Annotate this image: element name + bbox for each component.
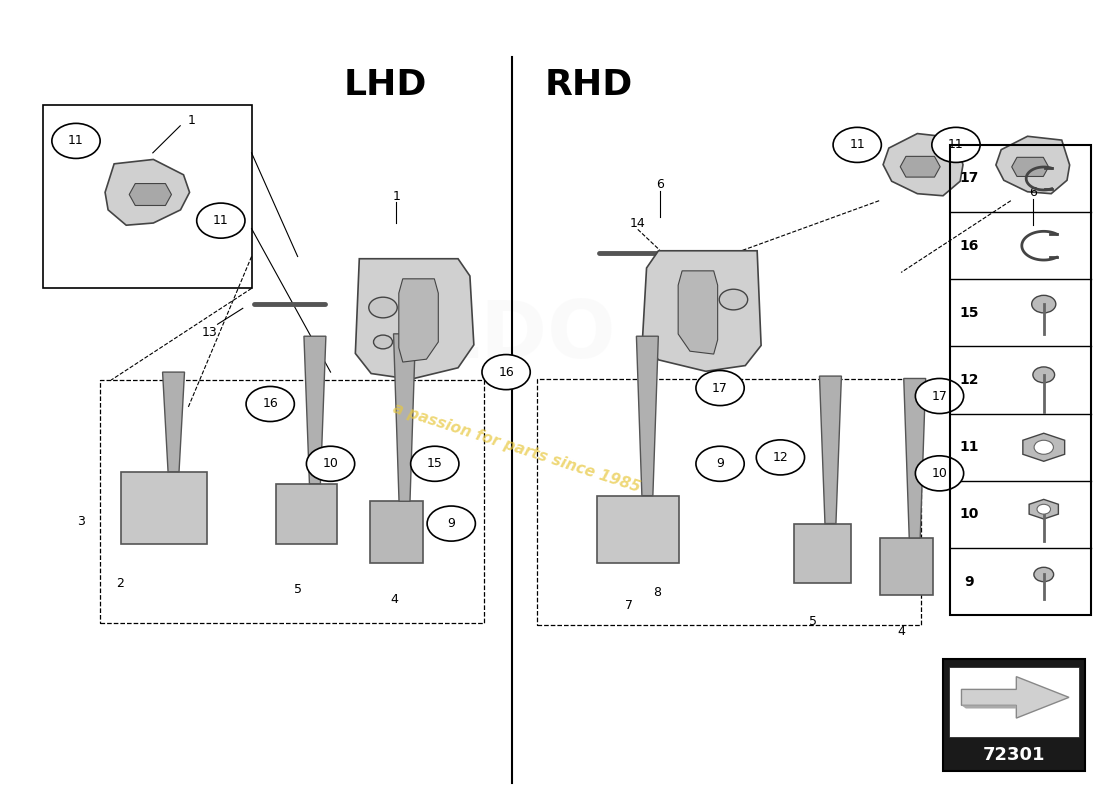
Text: a passion for parts since 1985: a passion for parts since 1985 — [392, 401, 642, 495]
Text: 11: 11 — [948, 138, 964, 151]
Text: 7: 7 — [625, 599, 632, 612]
Circle shape — [368, 297, 397, 318]
Text: 11: 11 — [959, 440, 979, 454]
Polygon shape — [637, 336, 659, 496]
Polygon shape — [996, 136, 1069, 194]
Bar — [880, 538, 933, 595]
Circle shape — [410, 446, 459, 482]
Text: 16: 16 — [959, 238, 979, 253]
Circle shape — [246, 386, 295, 422]
Polygon shape — [820, 376, 842, 523]
Text: 11: 11 — [213, 214, 229, 227]
Text: 15: 15 — [427, 458, 442, 470]
Bar — [100, 380, 484, 623]
Circle shape — [696, 370, 745, 406]
Polygon shape — [642, 250, 761, 371]
Text: 6: 6 — [656, 178, 663, 191]
Text: 15: 15 — [959, 306, 979, 320]
Circle shape — [915, 378, 964, 414]
Bar — [943, 659, 1086, 770]
Text: 1: 1 — [393, 190, 400, 203]
Bar — [43, 105, 252, 288]
Text: 14: 14 — [630, 217, 646, 230]
Polygon shape — [900, 156, 940, 177]
Text: 1: 1 — [187, 114, 195, 127]
Text: 8: 8 — [653, 586, 661, 599]
Text: 10: 10 — [322, 458, 339, 470]
Text: 72301: 72301 — [983, 746, 1045, 764]
Text: 5: 5 — [294, 583, 301, 596]
Circle shape — [1033, 367, 1055, 382]
Polygon shape — [679, 271, 717, 354]
Circle shape — [1034, 440, 1054, 454]
Bar — [121, 472, 207, 543]
Circle shape — [696, 446, 745, 482]
Circle shape — [1032, 295, 1056, 313]
Polygon shape — [355, 258, 474, 379]
Bar — [537, 379, 921, 625]
Polygon shape — [1023, 434, 1065, 462]
Text: 10: 10 — [932, 467, 947, 480]
Polygon shape — [129, 183, 172, 206]
Bar — [596, 496, 679, 563]
Polygon shape — [883, 134, 962, 196]
Polygon shape — [1012, 158, 1048, 177]
Text: 11: 11 — [68, 134, 84, 147]
Circle shape — [482, 354, 530, 390]
Bar — [949, 667, 1079, 738]
Circle shape — [307, 446, 354, 482]
Circle shape — [719, 290, 748, 310]
Text: 9: 9 — [716, 458, 724, 470]
Polygon shape — [394, 334, 416, 502]
Text: RHD: RHD — [544, 68, 632, 102]
Text: 3: 3 — [77, 514, 86, 528]
Text: 10: 10 — [959, 507, 979, 522]
Text: LHD: LHD — [343, 68, 427, 102]
Text: 16: 16 — [498, 366, 514, 378]
Text: 9: 9 — [448, 517, 455, 530]
Text: 4: 4 — [390, 593, 398, 606]
Circle shape — [932, 127, 980, 162]
Polygon shape — [106, 159, 189, 226]
Text: 6: 6 — [1028, 186, 1036, 199]
Polygon shape — [904, 378, 926, 538]
Text: 5: 5 — [810, 615, 817, 628]
Text: 12: 12 — [959, 373, 979, 387]
Text: 17: 17 — [932, 390, 947, 402]
Polygon shape — [399, 279, 438, 362]
Polygon shape — [1030, 499, 1058, 519]
Polygon shape — [961, 677, 1069, 718]
Polygon shape — [163, 372, 185, 472]
Circle shape — [1034, 567, 1054, 582]
Circle shape — [757, 440, 804, 475]
Circle shape — [197, 203, 245, 238]
Bar — [276, 484, 337, 543]
Text: 4: 4 — [898, 625, 905, 638]
Text: 2: 2 — [116, 577, 124, 590]
Text: ELDO: ELDO — [374, 298, 616, 375]
Text: 13: 13 — [202, 326, 218, 338]
Polygon shape — [961, 706, 1016, 709]
Text: 11: 11 — [849, 138, 865, 151]
Text: 12: 12 — [772, 451, 789, 464]
Circle shape — [52, 123, 100, 158]
Circle shape — [1037, 504, 1050, 514]
Text: 17: 17 — [959, 171, 979, 186]
Circle shape — [833, 127, 881, 162]
Text: 16: 16 — [262, 398, 278, 410]
Polygon shape — [304, 336, 326, 484]
Bar — [793, 523, 850, 583]
Bar — [950, 145, 1091, 615]
Circle shape — [374, 335, 393, 349]
Text: 9: 9 — [965, 574, 974, 589]
Text: 17: 17 — [712, 382, 728, 394]
Circle shape — [427, 506, 475, 541]
Circle shape — [915, 456, 964, 491]
Bar — [370, 502, 422, 563]
